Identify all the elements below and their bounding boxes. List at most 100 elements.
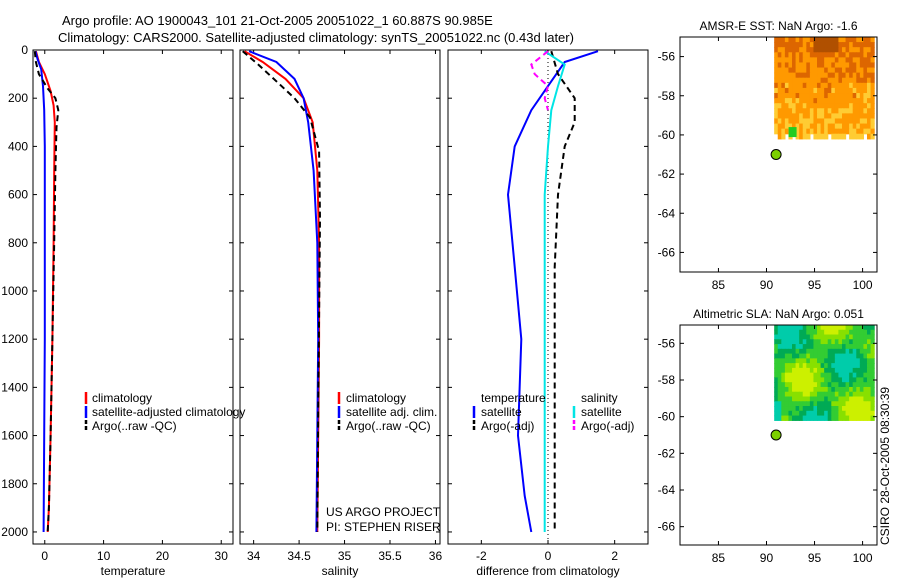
map-cell <box>774 329 779 336</box>
map-cell <box>777 42 782 48</box>
map-cell <box>824 87 829 94</box>
map-cell <box>859 348 865 355</box>
map-cell <box>845 348 850 355</box>
map-cell <box>777 118 782 125</box>
map-cell <box>806 386 811 393</box>
map-cell <box>863 57 868 64</box>
map-cell <box>841 123 847 130</box>
map-cell <box>817 415 822 421</box>
map-cell <box>831 377 836 383</box>
map-cell <box>781 42 786 48</box>
map-cell <box>820 128 825 135</box>
map-cell <box>781 77 786 84</box>
map-cell <box>859 353 865 359</box>
map-cell <box>802 93 807 99</box>
map-cell <box>774 72 779 79</box>
legend-heading-temperature: temperature <box>481 391 546 405</box>
map-cell <box>834 67 840 74</box>
map-cell <box>866 108 872 114</box>
map-cell <box>859 62 865 69</box>
map-cell <box>859 372 865 379</box>
map-cell <box>870 77 875 84</box>
map-cell <box>777 72 782 79</box>
map-cell <box>824 401 829 407</box>
map-cell <box>784 339 790 345</box>
map-cell <box>802 396 807 402</box>
map-cell <box>802 348 807 355</box>
map-cell <box>859 339 865 345</box>
map-cell <box>845 377 850 383</box>
map-cell <box>799 57 804 64</box>
map-cell <box>817 118 822 125</box>
map-cell <box>774 57 779 64</box>
map-cell <box>781 334 786 340</box>
map-cell <box>813 353 818 359</box>
map-cell <box>792 93 797 99</box>
map-cell <box>799 367 804 374</box>
map-cell <box>799 391 804 398</box>
map-cell <box>845 77 850 84</box>
map-cell <box>809 339 815 345</box>
map-cell <box>834 93 840 99</box>
series-line-temperature-satellite <box>506 50 599 533</box>
map-cell <box>824 348 829 355</box>
map-cell <box>859 93 865 99</box>
map-cell <box>834 391 840 398</box>
map-cell <box>831 410 836 417</box>
map-cell <box>792 396 797 402</box>
map-cell <box>817 108 822 114</box>
map-cell <box>809 396 815 402</box>
map-cell <box>859 377 865 383</box>
map-cell <box>777 372 782 379</box>
y-tick-label: 800 <box>8 236 28 250</box>
map-cell <box>827 363 832 369</box>
map-cell <box>813 348 818 355</box>
map-cell <box>781 93 786 99</box>
figure-title-line1: Argo profile: AO 1900043_101 21-Oct-2005… <box>62 13 493 28</box>
map-cell <box>781 133 786 140</box>
map-cell <box>834 82 840 89</box>
map-cell <box>802 339 807 345</box>
map-cell <box>841 329 847 336</box>
map-cell <box>870 82 875 89</box>
map-cell <box>831 363 836 369</box>
map-cell <box>870 334 875 340</box>
map-cell <box>831 62 836 69</box>
map-cell <box>852 358 857 364</box>
map-cell <box>817 113 822 120</box>
map-cell <box>852 344 857 350</box>
map-cell <box>795 77 800 84</box>
map-cell <box>870 87 875 94</box>
map-cell <box>781 72 786 79</box>
map-cell <box>841 406 847 412</box>
y-tick-label: 400 <box>8 139 28 153</box>
map-cell <box>813 382 818 388</box>
map-cell <box>802 367 807 374</box>
map-cell <box>866 67 872 74</box>
map-cell <box>784 123 790 130</box>
map-cell <box>863 128 868 135</box>
map-cell <box>784 37 790 43</box>
map-cell <box>856 123 861 130</box>
map-cell <box>859 72 865 79</box>
map-cell <box>795 93 800 99</box>
y-tick-label: 1400 <box>1 380 28 394</box>
map-cell <box>806 372 811 379</box>
map-cell <box>870 377 875 383</box>
map-cell <box>802 52 807 58</box>
y-tick-label: 1000 <box>1 284 28 298</box>
map-cell <box>809 353 815 359</box>
map-cell <box>863 401 868 407</box>
map-cell <box>870 406 875 412</box>
map-cell <box>802 37 807 43</box>
map-cell <box>806 103 811 109</box>
map-cell <box>852 325 857 331</box>
map-cell <box>838 52 843 58</box>
map-cell <box>852 329 857 336</box>
map-cell <box>806 57 811 64</box>
map-cell <box>781 344 786 350</box>
map-cell <box>859 113 865 120</box>
map-cell <box>795 72 800 79</box>
map-cell <box>849 386 854 393</box>
map-cell <box>824 386 829 393</box>
